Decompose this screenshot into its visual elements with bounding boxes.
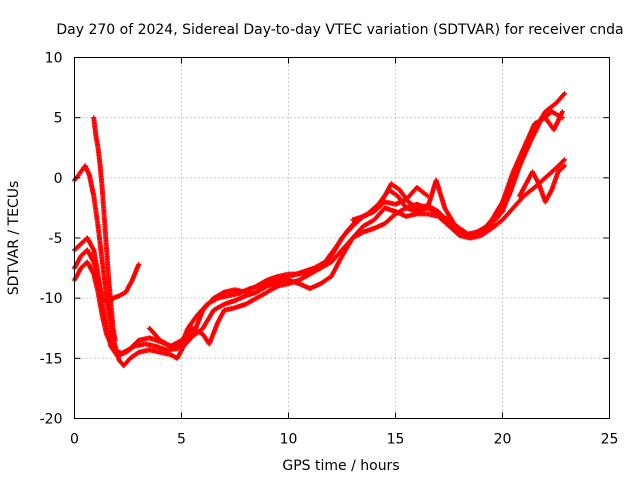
x-tick-label: 20 — [494, 432, 512, 448]
series-pass-3 — [72, 109, 565, 356]
x-tick-label: 10 — [280, 432, 298, 448]
series-pass-7 — [517, 163, 568, 205]
series-pass-6 — [146, 109, 565, 349]
data-marker-path — [350, 185, 431, 223]
x-tick-label: 25 — [601, 432, 619, 448]
chart-title: Day 270 of 2024, Sidereal Day-to-day VTE… — [56, 22, 623, 38]
data-points — [72, 91, 568, 369]
grid-lines — [74, 57, 610, 419]
series-pass-2 — [72, 91, 568, 359]
y-tick-label: -10 — [40, 291, 63, 307]
x-tick-label: 0 — [70, 432, 79, 448]
data-marker-path — [146, 109, 565, 349]
x-tick-label: 15 — [387, 432, 405, 448]
y-tick-label: -5 — [49, 231, 63, 247]
y-tick-label: 5 — [54, 111, 63, 127]
y-axis-label: SDTVAR / TECUs — [6, 181, 22, 296]
data-marker-path — [72, 109, 565, 356]
data-marker-path — [91, 115, 118, 343]
y-tick-label: 0 — [54, 171, 63, 187]
y-tick-label: -15 — [40, 351, 63, 367]
x-axis-ticks: 0 5 10 15 20 25 — [70, 57, 619, 448]
y-axis-ticks: -20 -15 -10 -5 0 5 10 — [40, 51, 610, 428]
x-axis-label: GPS time / hours — [282, 458, 399, 474]
y-tick-label: 10 — [45, 51, 63, 67]
series-pass-5 — [91, 115, 118, 343]
data-marker-path — [517, 163, 568, 205]
series-pass-8 — [350, 185, 431, 223]
x-tick-label: 5 — [177, 432, 186, 448]
y-tick-label: -20 — [40, 412, 63, 428]
data-marker-path — [72, 91, 568, 359]
